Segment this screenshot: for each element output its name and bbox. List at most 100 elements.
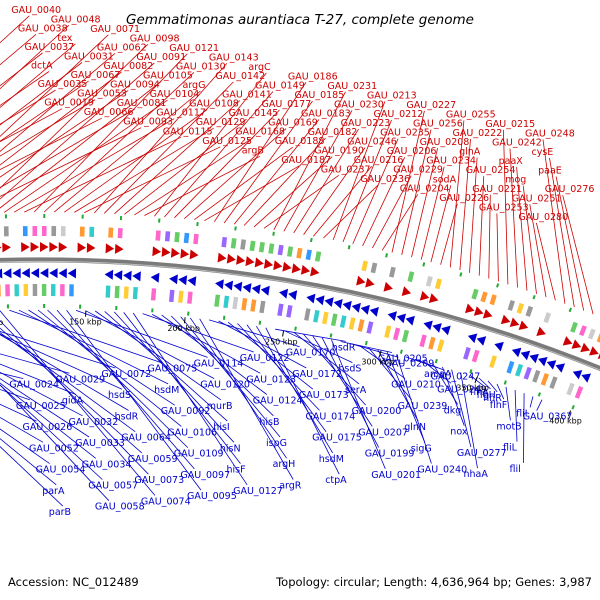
forward-leader-line	[0, 53, 116, 152]
reverse-leader-line	[132, 312, 248, 486]
reverse-gene-label: hsdR	[115, 412, 139, 423]
reverse-cog-block	[515, 363, 524, 377]
forward-leader-line	[449, 120, 465, 268]
topology-text: Topology: circular; Length: 4,636,964 bp…	[275, 575, 592, 589]
forward-gene-label: GAU_0117	[156, 108, 206, 119]
reverse-gene-label: GAU_0054	[36, 465, 86, 476]
reverse-leader-line	[256, 325, 334, 454]
forward-gene-arrow	[597, 353, 600, 359]
reverse-gene-label: murB	[207, 401, 233, 412]
reverse-cog-block	[339, 315, 347, 328]
forward-leader-line	[283, 110, 353, 232]
forward-leader-line	[0, 34, 109, 137]
reverse-gene-label: GAU_0209	[385, 358, 435, 369]
forward-leader-line	[352, 138, 399, 245]
reverse-leader-line	[218, 320, 307, 369]
reverse-gene-label: GAU_0200	[352, 406, 402, 417]
reverse-cog-block	[5, 284, 10, 297]
reverse-gene-arrow	[342, 300, 352, 311]
forward-gene-label: GAU_0019	[44, 98, 94, 109]
reverse-gene-label: ispG	[266, 438, 287, 449]
forward-cog-block	[258, 241, 265, 253]
forward-leader-line	[213, 82, 307, 223]
reverse-gene-arrow	[351, 302, 361, 313]
reverse-gene-arrow	[169, 274, 178, 285]
reverse-gene-arrow	[572, 370, 583, 380]
forward-leader-line	[184, 128, 287, 219]
forward-gene-arrow	[49, 242, 58, 252]
forward-gene-arrow	[217, 252, 227, 263]
forward-gene-label: GAU_0242	[492, 138, 542, 149]
forward-leader-line	[0, 89, 56, 125]
forward-gene-track	[0, 214, 600, 359]
backbone	[0, 257, 600, 372]
reverse-leader-line	[396, 354, 432, 464]
reverse-gene-labels: GAU_0024 GAU_0025 GAU_0026 GAU_0052 GAU_0054…	[9, 342, 572, 518]
reverse-leader-line	[349, 343, 399, 358]
reverse-gene-label: hsdM	[319, 454, 344, 465]
reverse-gene-arrow	[441, 325, 451, 336]
reverse-leader-line	[75, 310, 208, 358]
forward-gene-label: GAU_0229	[393, 165, 443, 176]
scale-tick-label: 150 kbp	[69, 318, 102, 327]
reverse-gene-arrow	[0, 268, 3, 279]
rna-marker	[364, 340, 368, 346]
reverse-cog-block	[41, 284, 47, 296]
reverse-leader-line	[246, 324, 327, 432]
rna-marker	[469, 369, 473, 374]
reverse-cog-block	[549, 376, 558, 389]
forward-gene-label: GAU_0142	[215, 71, 265, 82]
forward-leader-line	[381, 194, 419, 251]
reverse-leader-line	[423, 361, 452, 384]
reverse-gene-label: hisF	[227, 465, 246, 476]
reverse-cog-block	[532, 369, 541, 383]
reverse-gene-label: parB	[49, 507, 71, 518]
forward-cog-block	[425, 276, 433, 287]
forward-gene-arrow	[562, 336, 573, 346]
reverse-gene-label: GAU_0052	[29, 443, 79, 454]
reverse-gene-label: ctpA	[325, 475, 347, 486]
forward-gene-label: GAU_0254	[466, 165, 516, 176]
reverse-gene-label: GAU_0026	[23, 422, 73, 433]
forward-cog-block	[117, 228, 123, 239]
reverse-gene-label: hisI	[213, 422, 229, 433]
rna-marker	[537, 392, 542, 397]
reverse-cog-block	[32, 284, 38, 296]
forward-leader-line	[0, 52, 43, 87]
forward-cog-block	[287, 246, 294, 257]
forward-leader-line	[342, 119, 392, 243]
reverse-leader-line	[442, 366, 465, 426]
rna-marker	[222, 315, 226, 320]
forward-leader-line	[555, 176, 585, 311]
forward-cog-block	[51, 226, 57, 237]
reverse-gene-arrow	[324, 297, 334, 307]
reverse-cog-block	[60, 284, 65, 297]
forward-gene-label: GAU_0208	[420, 137, 470, 148]
reverse-leader-line	[414, 358, 445, 371]
reverse-gene-label: argH	[273, 459, 296, 470]
forward-leader-line	[488, 194, 491, 279]
reverse-gene-label: glnN	[404, 422, 426, 433]
reverse-cog-block	[357, 319, 365, 332]
reverse-cog-block	[419, 334, 427, 348]
rna-marker	[310, 237, 313, 243]
reverse-cog-block	[277, 303, 284, 317]
reverse-gene-label: GAU_0122	[240, 353, 290, 364]
reverse-cog-block	[366, 321, 374, 334]
forward-leader-line	[542, 139, 566, 304]
reverse-cog-block	[187, 291, 193, 304]
rna-marker	[294, 326, 297, 331]
forward-gene-label: GAU_0141	[222, 90, 272, 101]
reverse-leader-line	[189, 317, 287, 459]
forward-gene-label: GAU_0115	[163, 126, 213, 137]
forward-cog-block	[60, 226, 66, 237]
reverse-gene-label: fliI	[516, 408, 527, 419]
forward-gene-label: paaE	[538, 166, 562, 177]
forward-gene-label: GAU_0053	[77, 89, 127, 100]
forward-gene-label: GAU_0185	[295, 90, 345, 101]
reverse-gene-label: GAU_0073	[134, 475, 184, 486]
reverse-leader-line	[0, 310, 156, 496]
reverse-gene-label: sigG	[411, 443, 432, 454]
forward-gene-label: glnA	[459, 147, 481, 158]
